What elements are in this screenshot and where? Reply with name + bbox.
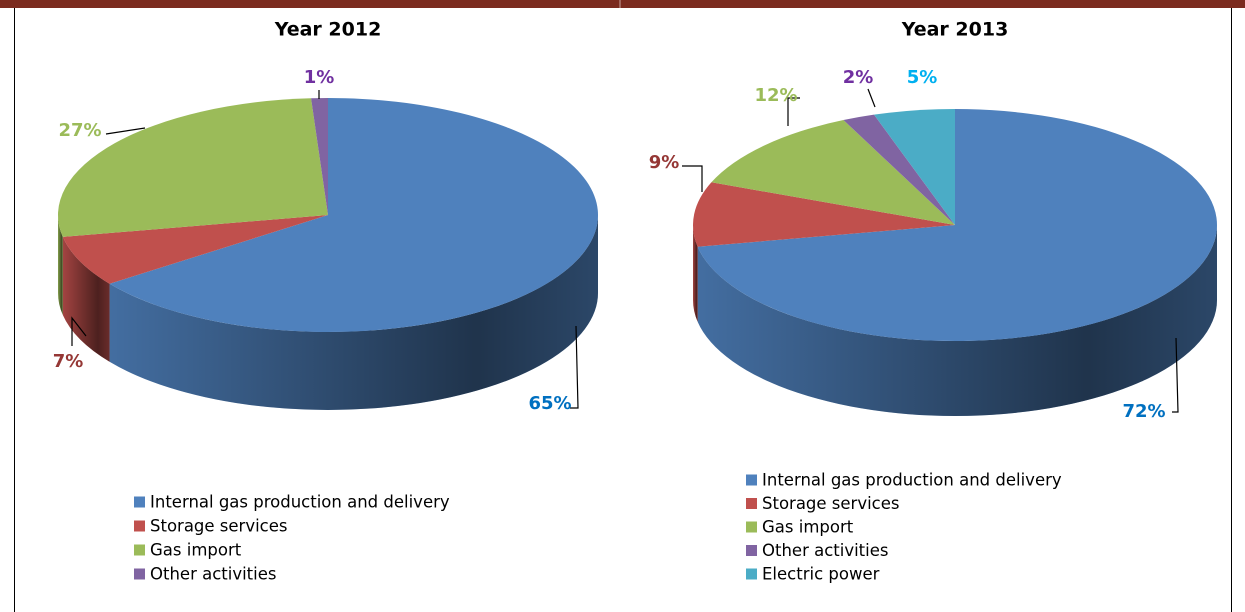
pie-slice-side-shade [58,215,63,315]
top-bar [0,0,1245,8]
pie-slice-side-shade [62,236,110,362]
pie-slice-side-shade [109,215,598,410]
pie-slice-side-shade [693,225,698,322]
data-label: 27% [58,120,101,141]
chart-title: Year 2013 [901,19,1009,41]
data-label: 12% [754,85,797,106]
legend-swatch [134,496,145,508]
legend-label: Gas import [762,518,854,537]
leader-line [105,127,146,135]
chart-title: Year 2012 [274,19,382,41]
legend-label: Other activities [762,541,888,560]
leader-line [787,97,800,126]
data-label: 1% [304,67,335,88]
pie-slice [874,109,955,225]
legend-swatch [134,520,145,532]
leader-line [682,165,703,192]
pie-slice [697,109,1217,342]
data-label: 9% [649,152,680,173]
leader-line [1172,337,1179,413]
legend-swatch [746,568,757,580]
legend-label: Storage services [150,517,288,536]
legend-swatch [746,521,757,533]
legend-swatch [134,568,145,580]
pie [58,98,598,410]
pie-slice [843,114,955,225]
legend-label: Internal gas production and delivery [762,471,1062,490]
data-label: 2% [843,67,874,88]
legend-label: Gas import [150,541,242,560]
data-label: 7% [53,351,84,372]
pie-slice [311,98,328,215]
pie-slice [692,182,955,247]
data-label: 65% [528,393,571,414]
pie [692,109,1217,416]
legend-label: Electric power [762,565,880,584]
leader-line [71,316,87,346]
legend-swatch [746,545,757,556]
legend-label: Other activities [150,565,276,584]
legend-swatch [746,498,757,509]
pie-slice-side-shade [697,225,1217,416]
leader-line [867,88,876,108]
leader-line [570,325,579,409]
pie-slice [62,215,329,284]
pie-slice [58,98,328,237]
data-label: 72% [1122,401,1165,422]
data-label: 5% [907,67,938,88]
pie-slice [711,120,955,225]
legend-label: Internal gas production and delivery [150,493,450,512]
legend-swatch [746,474,757,486]
legend-swatch [134,544,145,556]
legend-label: Storage services [762,494,900,513]
pie-slice [109,98,598,332]
